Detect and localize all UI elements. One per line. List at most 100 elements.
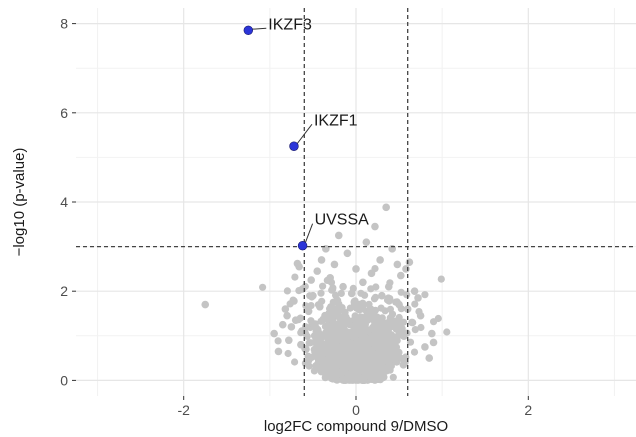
background-point [393,260,402,269]
background-point [345,358,353,367]
label-leader-line [250,27,267,30]
background-point [339,282,347,291]
highlighted-point-label: IKZF1 [314,112,358,129]
cloud-point [352,371,360,379]
cloud-point [397,318,405,327]
cloud-point [437,275,445,283]
cloud-point [381,344,390,352]
cloud-point [364,353,372,361]
background-point [324,314,333,322]
background-point [319,349,328,358]
background-point [326,274,334,282]
highlighted-points: IKZF3 IKZF1 UVSSA [243,16,369,251]
background-point [309,291,317,300]
cloud-point [411,326,419,334]
cloud-point [336,343,345,351]
background-point [352,265,360,273]
y-tick-label: 2 [60,283,68,299]
background-point [295,262,303,271]
cloud-point [367,364,375,372]
background-point [365,309,373,318]
background-point [313,267,322,275]
background-point [304,356,313,365]
cloud-point [367,359,375,367]
background-point [270,329,278,338]
background-point [347,289,356,298]
background-point [378,291,386,300]
cloud-point [328,286,336,294]
background-point [399,329,408,338]
background-point [429,338,438,347]
highlighted-point-label: IKZF3 [268,16,312,33]
cloud-point [376,362,384,370]
cloud-point [346,304,354,312]
background-point [416,311,425,320]
background-point [274,347,283,356]
y-tick-label: 0 [60,372,68,388]
cloud-point [393,337,401,345]
cloud-point [386,295,394,303]
background-point [333,296,341,304]
cloud-point [357,289,365,297]
background-point [201,300,210,309]
cloud-point [341,338,349,346]
cloud-point [308,319,316,327]
background-point [341,318,350,327]
cloud-point [313,363,321,371]
background-point [421,343,429,351]
cloud-point [377,330,385,338]
x-tick-label: 2 [524,402,532,418]
background-point [334,231,343,240]
background-point [343,374,352,382]
cloud-point [417,323,425,332]
x-axis-title: log2FC compound 9/DMSO [264,418,448,435]
cloud-point [371,293,380,301]
background-point [384,282,393,291]
cloud-point [360,319,368,327]
y-tick-label: 8 [60,16,68,32]
background-point [336,354,345,362]
background-point [291,316,300,324]
label-leader-line [295,123,313,146]
cloud-point [319,333,327,341]
cloud-point [348,348,356,356]
background-point [310,331,319,340]
cloud-point [274,337,282,345]
cloud-point [284,349,292,358]
background-point [373,320,382,329]
background-point [402,265,410,273]
background-point [360,340,369,349]
cloud-point [443,328,451,336]
x-tick-label: -2 [177,402,190,418]
background-point [399,360,408,369]
cloud-point [259,283,267,291]
cloud-point [317,289,325,297]
highlighted-point [289,141,299,151]
background-point [316,303,324,311]
highlighted-point [297,241,308,251]
cloud-point [327,306,335,314]
x-tick-label: 0 [352,402,360,418]
background-point [343,249,352,258]
x-axis-ticks: -2 0 2 [177,396,532,418]
background-point [397,271,405,280]
background-point [369,349,378,358]
background-point [356,300,365,309]
cloud-point [397,288,405,296]
background-point [367,269,376,278]
background-point [386,314,395,322]
cloud-point [333,376,341,384]
threshold-lines [76,8,636,396]
background-point [350,325,359,333]
cloud-point [383,326,391,334]
cloud-point [386,305,394,313]
cloud-point [371,330,379,338]
cloud-point [365,327,373,335]
cloud-point [387,333,395,342]
cloud-point [305,339,313,347]
cloud-point [313,352,321,360]
cloud-point [377,304,385,312]
cloud-point [329,352,337,360]
background-point [408,318,416,327]
